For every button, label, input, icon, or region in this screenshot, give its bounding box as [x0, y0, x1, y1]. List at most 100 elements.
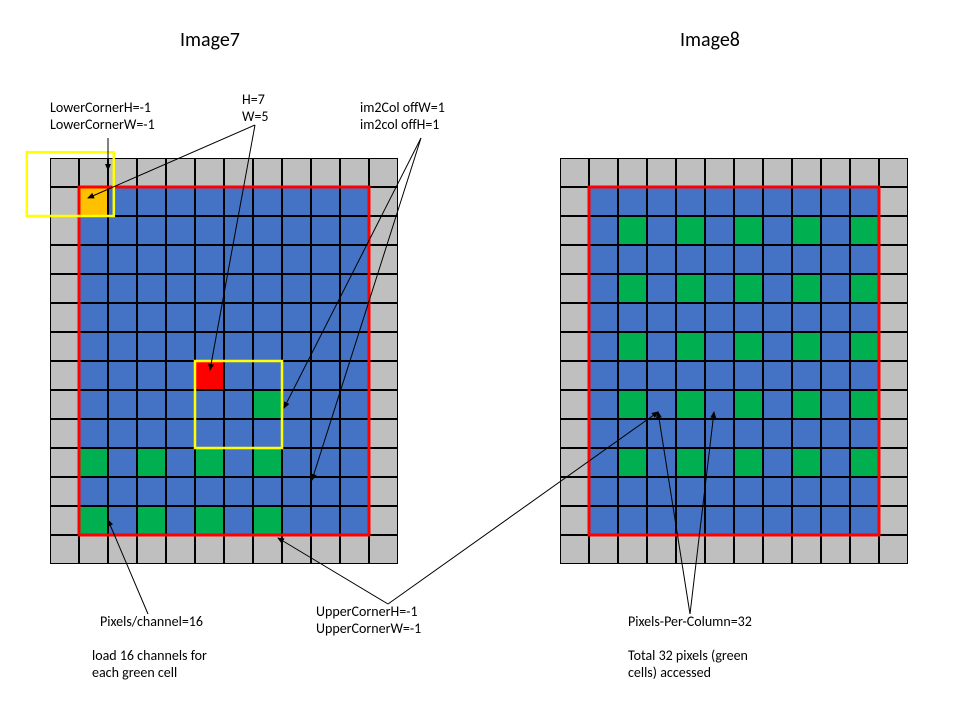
- grid-cell: [50, 448, 79, 477]
- grid-cell: [311, 448, 340, 477]
- grid-cell: [879, 187, 908, 216]
- grid-cell: [647, 390, 676, 419]
- grid-cell: [879, 332, 908, 361]
- grid-cell: [340, 361, 369, 390]
- grid-cell: [195, 390, 224, 419]
- grid-cell: [676, 506, 705, 535]
- grid-cell: [879, 245, 908, 274]
- grid-cell: [821, 187, 850, 216]
- grid-cell: [224, 303, 253, 332]
- grid-cell: [676, 187, 705, 216]
- title-left: Image7: [180, 28, 240, 52]
- grid-cell: [821, 506, 850, 535]
- grid-cell: [879, 274, 908, 303]
- grid-cell: [589, 390, 618, 419]
- grid-cell: [253, 332, 282, 361]
- grid-cell: [224, 361, 253, 390]
- grid-cell: [647, 187, 676, 216]
- grid-cell: [340, 245, 369, 274]
- grid-cell: [734, 216, 763, 245]
- grid-cell: [618, 216, 647, 245]
- grid-cell: [647, 332, 676, 361]
- grid-cell: [705, 390, 734, 419]
- grid-cell: [589, 187, 618, 216]
- grid-cell: [763, 216, 792, 245]
- grid-cell: [850, 274, 879, 303]
- grid-cell: [137, 506, 166, 535]
- grid-cell: [792, 477, 821, 506]
- grid-cell: [821, 535, 850, 564]
- grid-cell: [850, 506, 879, 535]
- grid-cell: [50, 535, 79, 564]
- grid-cell: [618, 506, 647, 535]
- grid-cell: [618, 274, 647, 303]
- grid-cell: [763, 361, 792, 390]
- grid-cell: [369, 187, 398, 216]
- grid-cell: [340, 506, 369, 535]
- grid-cell: [166, 535, 195, 564]
- grid-cell: [879, 535, 908, 564]
- grid-cell: [792, 506, 821, 535]
- grid-cell: [734, 361, 763, 390]
- grid-cell: [618, 477, 647, 506]
- grid-cell: [560, 158, 589, 187]
- grid-cell: [195, 506, 224, 535]
- grid-cell: [50, 332, 79, 361]
- grid-cell: [792, 245, 821, 274]
- grid-cell: [705, 419, 734, 448]
- grid-cell: [560, 187, 589, 216]
- grid-cell: [311, 274, 340, 303]
- grid-cell: [560, 332, 589, 361]
- grid-cell: [705, 535, 734, 564]
- grid-cell: [166, 245, 195, 274]
- grid-cell: [821, 419, 850, 448]
- grid-cell: [282, 158, 311, 187]
- grid-cell: [369, 419, 398, 448]
- grid-cell: [850, 187, 879, 216]
- grid-cell: [108, 419, 137, 448]
- grid-cell: [618, 390, 647, 419]
- grid-cell: [879, 158, 908, 187]
- grid-cell: [763, 506, 792, 535]
- grid-cell: [369, 448, 398, 477]
- grid-cell: [108, 448, 137, 477]
- grid-cell: [647, 477, 676, 506]
- grid-cell: [137, 245, 166, 274]
- grid-cell: [369, 361, 398, 390]
- grid-cell: [734, 535, 763, 564]
- grid-cell: [195, 535, 224, 564]
- grid-cell: [253, 390, 282, 419]
- grid-cell: [108, 158, 137, 187]
- grid-cell: [850, 332, 879, 361]
- grid-cell: [166, 390, 195, 419]
- grid-cell: [50, 216, 79, 245]
- grid-cell: [340, 419, 369, 448]
- grid-cell: [108, 361, 137, 390]
- grid-cell: [734, 506, 763, 535]
- grid-cell: [108, 216, 137, 245]
- grid-cell: [137, 390, 166, 419]
- grid-cell: [792, 303, 821, 332]
- grid-cell: [224, 506, 253, 535]
- grid-cell: [560, 419, 589, 448]
- grid-cell: [79, 390, 108, 419]
- grid-image7: [50, 158, 398, 564]
- grid-cell: [705, 361, 734, 390]
- grid-cell: [79, 245, 108, 274]
- grid-cell: [137, 274, 166, 303]
- grid-cell: [618, 361, 647, 390]
- grid-cell: [166, 506, 195, 535]
- grid-cell: [618, 419, 647, 448]
- grid-cell: [340, 477, 369, 506]
- label-total32: Total 32 pixels (green cells) accessed: [628, 648, 748, 682]
- grid-cell: [763, 245, 792, 274]
- grid-cell: [166, 158, 195, 187]
- label-pixels-per-column: Pixels-Per-Column=32: [628, 614, 752, 631]
- title-right: Image8: [680, 28, 740, 52]
- grid-cell: [224, 216, 253, 245]
- grid-cell: [79, 332, 108, 361]
- grid-cell: [369, 332, 398, 361]
- grid-cell: [79, 274, 108, 303]
- grid-cell: [253, 245, 282, 274]
- grid-cell: [253, 274, 282, 303]
